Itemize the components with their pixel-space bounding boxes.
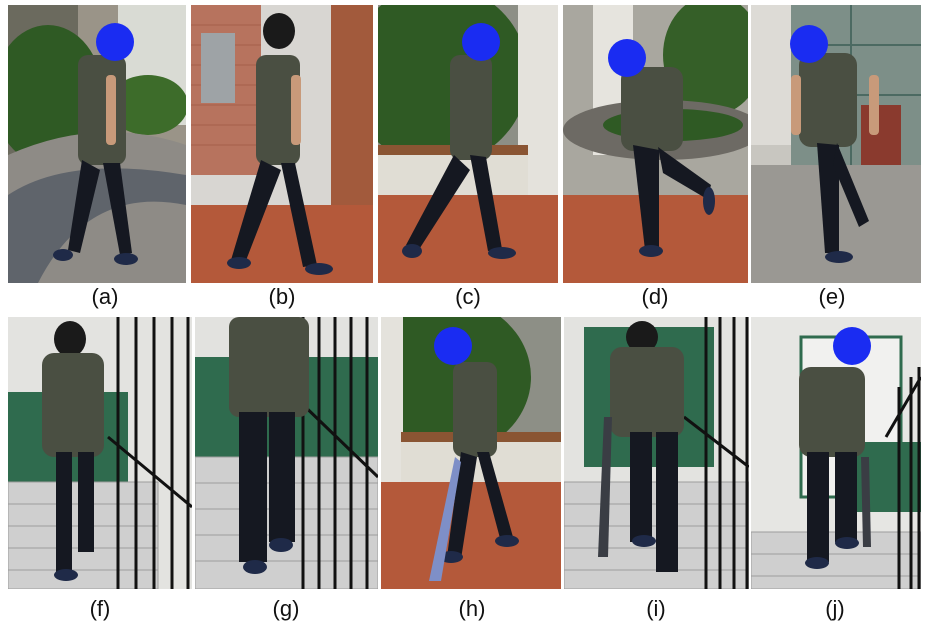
caption-d: (d): [641, 284, 669, 309]
photo-a: [8, 5, 186, 283]
caption-c: (c): [455, 284, 481, 309]
face-mask: [434, 327, 472, 365]
photo-i: [564, 317, 749, 589]
photo-c: [378, 5, 558, 283]
photo-g: [195, 317, 378, 589]
photo-h: [381, 317, 561, 589]
photo-f: [8, 317, 192, 589]
caption-a: (a): [91, 284, 119, 309]
face-mask: [96, 23, 134, 61]
caption-g: (g): [272, 596, 300, 621]
face-mask: [462, 23, 500, 61]
caption-b: (b): [268, 284, 296, 309]
face-mask: [790, 25, 828, 63]
photo-e: [751, 5, 921, 283]
caption-i: (i): [646, 596, 666, 621]
face-mask: [833, 327, 871, 365]
caption-f: (f): [89, 596, 111, 621]
caption-h: (h): [458, 596, 486, 621]
photo-b: [191, 5, 373, 283]
caption-e: (e): [818, 284, 846, 309]
face-mask: [608, 39, 646, 77]
photo-d: [563, 5, 748, 283]
caption-j: (j): [825, 596, 845, 621]
photo-j: [751, 317, 921, 589]
